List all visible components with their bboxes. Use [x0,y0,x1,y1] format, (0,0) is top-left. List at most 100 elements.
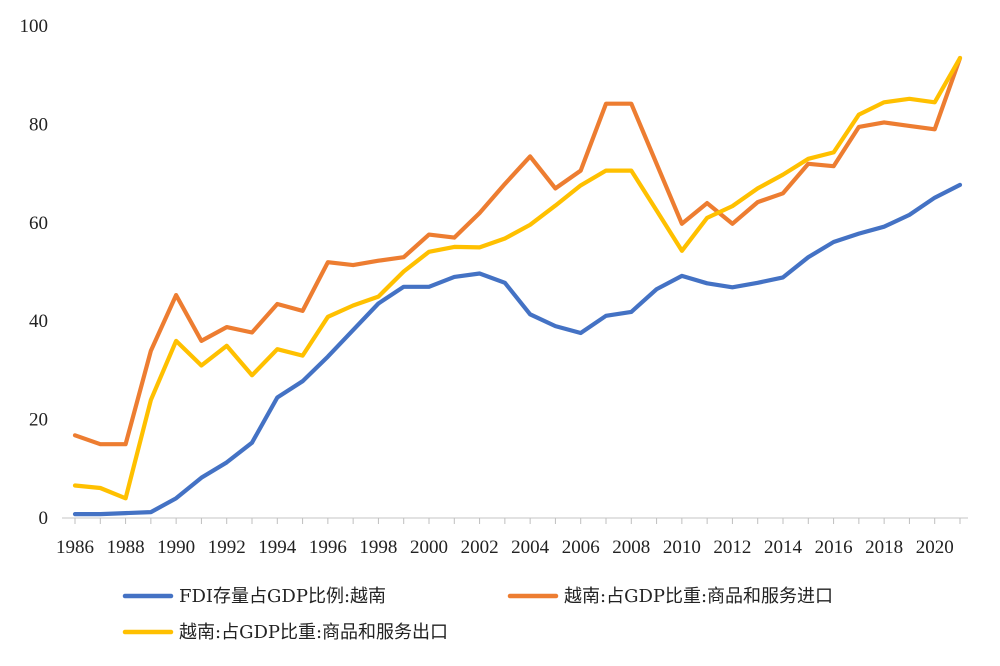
x-tick-label: 2004 [511,537,550,558]
data-point-0 [479,272,481,274]
data-point-2 [757,187,759,189]
data-point-0 [807,256,809,258]
y-tick-label: 60 [29,213,48,234]
legend-item: 越南:占GDP比重:商品和服务进口 [507,586,833,607]
data-point-0 [934,197,936,199]
x-tick-label: 2018 [865,537,903,558]
x-tick-label: 1994 [258,537,297,558]
y-tick-label: 0 [39,508,49,529]
data-point-2 [327,316,329,318]
x-axis [62,517,968,524]
x-tick-label: 1988 [107,537,145,558]
data-point-0 [580,332,582,334]
data-point-0 [74,513,76,515]
legend: FDI存量占GDP比例:越南 越南:占GDP比重:商品和服务进口越南:占GDP比重… [122,586,833,643]
data-point-1 [580,170,582,172]
data-point-1 [377,260,379,262]
data-point-1 [782,192,784,194]
data-point-0 [200,477,202,479]
legend-item: 越南:占GDP比重:商品和服务出口 [122,622,448,643]
data-point-1 [428,234,430,236]
data-point-0 [883,226,885,228]
data-point-1 [706,202,708,204]
x-tick-label: 2008 [612,537,650,558]
data-point-2 [959,57,961,59]
data-point-0 [554,325,556,327]
x-tick-label: 2006 [562,537,600,558]
data-point-0 [605,315,607,317]
data-point-0 [630,311,632,313]
data-point-2 [681,250,683,252]
data-point-2 [125,497,127,499]
data-point-1 [757,201,759,203]
data-point-2 [782,174,784,176]
data-point-1 [656,163,658,165]
data-point-2 [302,355,304,357]
data-point-2 [74,485,76,487]
x-tick-label: 1992 [208,537,246,558]
data-point-2 [833,151,835,153]
data-point-1 [150,350,152,352]
data-point-1 [251,332,253,334]
data-point-2 [731,205,733,207]
data-point-0 [251,442,253,444]
data-point-1 [200,340,202,342]
data-point-2 [554,205,556,207]
data-point-2 [403,271,405,273]
data-point-0 [782,276,784,278]
data-point-1 [276,303,278,305]
data-point-2 [580,184,582,186]
x-axis-ticks: 1986 1988 1990 1992 1994 1996 1998 2000 2002 2004… [56,537,954,558]
legend-label: FDI存量占GDP比例:越南 [179,586,386,607]
data-point-1 [807,163,809,165]
y-axis-ticks: 0 20 40 60 80 100 [20,16,49,529]
data-point-2 [226,345,228,347]
y-tick-label: 40 [29,311,48,332]
x-tick-label: 1998 [359,537,397,558]
data-point-2 [251,374,253,376]
data-point-2 [605,170,607,172]
x-tick-label: 2010 [663,537,701,558]
data-point-1 [681,223,683,225]
series-line-1 [72,55,963,447]
data-point-1 [125,443,127,445]
data-point-0 [959,184,961,186]
data-point-0 [908,214,910,216]
data-point-0 [453,276,455,278]
x-tick-label: 2020 [916,537,954,558]
data-point-1 [934,128,936,130]
data-point-1 [479,212,481,214]
data-point-2 [504,238,506,240]
y-tick-label: 100 [20,16,49,37]
data-point-1 [731,223,733,225]
x-tick-label: 2000 [410,537,448,558]
x-tick-label: 1986 [56,537,94,558]
data-point-1 [302,310,304,312]
data-point-2 [934,101,936,103]
data-point-0 [428,286,430,288]
data-point-0 [125,512,127,514]
data-point-1 [858,126,860,128]
data-point-0 [99,513,101,515]
data-point-1 [99,443,101,445]
data-point-2 [453,246,455,248]
data-point-0 [352,329,354,331]
data-point-2 [908,98,910,100]
data-point-2 [858,114,860,116]
data-point-0 [150,511,152,513]
data-point-2 [377,296,379,298]
data-point-2 [630,170,632,172]
data-point-0 [403,286,405,288]
data-point-0 [656,288,658,290]
data-point-1 [529,155,531,157]
series-lines [72,55,963,517]
data-point-0 [377,302,379,304]
x-tick-label: 1996 [309,537,347,558]
x-tick-label: 2002 [461,537,499,558]
data-point-0 [276,396,278,398]
data-point-1 [226,326,228,328]
y-tick-label: 80 [29,114,48,135]
series-line-0 [72,182,963,517]
data-point-1 [630,103,632,105]
